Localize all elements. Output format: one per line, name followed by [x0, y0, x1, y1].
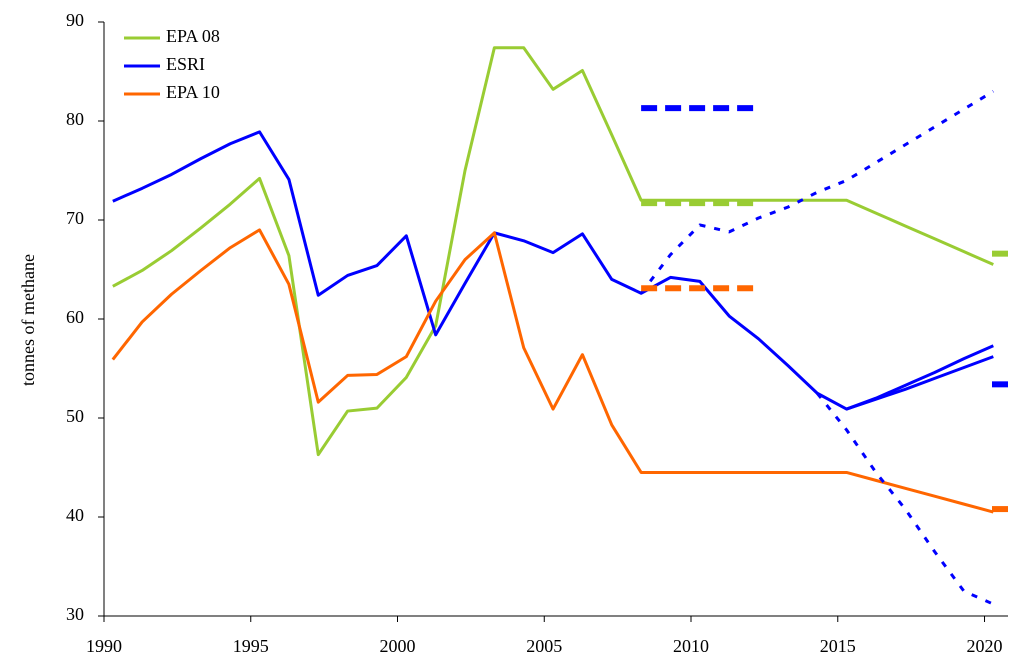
- y-tick-label: 50: [66, 406, 84, 426]
- y-tick-label: 80: [66, 109, 84, 129]
- series-line: [639, 90, 995, 295]
- series-line: [816, 392, 994, 606]
- x-tick-label: 2005: [526, 636, 562, 656]
- y-tick-label: 90: [66, 10, 84, 30]
- x-tick-label: 2015: [820, 636, 856, 656]
- series-line: [112, 46, 994, 457]
- legend-label: ESRI: [166, 54, 205, 74]
- y-tick-label: 30: [66, 604, 84, 624]
- y-tick-label: 70: [66, 208, 84, 228]
- series-line: [846, 344, 994, 411]
- legend-label: EPA 08: [166, 26, 220, 46]
- series-line: [111, 228, 994, 514]
- y-tick-label: 60: [66, 307, 84, 327]
- y-axis-label: tonnes of methane: [18, 254, 38, 386]
- y-tick-label: 40: [66, 505, 84, 525]
- x-tick-label: 2000: [380, 636, 416, 656]
- x-tick-label: 1990: [86, 636, 122, 656]
- x-tick-label: 1995: [233, 636, 269, 656]
- legend-label: EPA 10: [166, 82, 220, 102]
- series-line: [112, 130, 994, 411]
- x-tick-label: 2010: [673, 636, 709, 656]
- x-tick-label: 2020: [967, 636, 1003, 656]
